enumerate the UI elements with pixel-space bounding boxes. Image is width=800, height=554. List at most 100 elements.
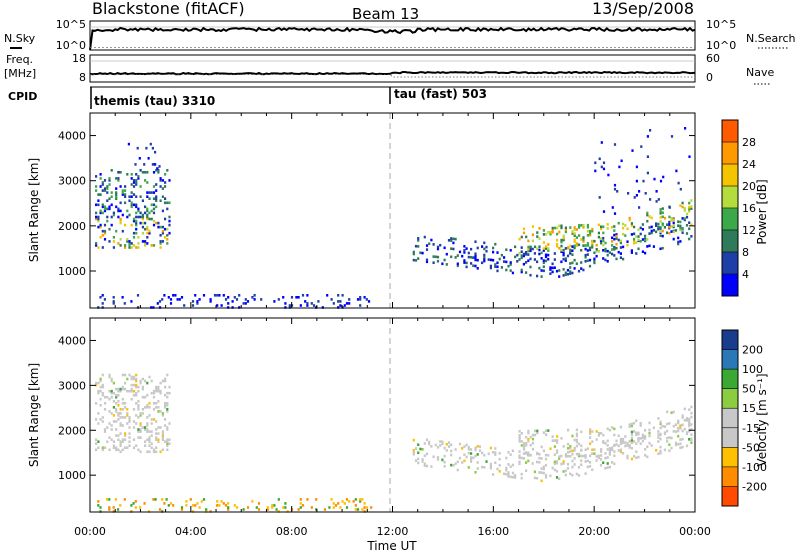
- range-gate-cell: [527, 437, 530, 441]
- range-gate-cell: [260, 298, 263, 301]
- range-gate-cell: [161, 240, 164, 243]
- range-gate-cell: [146, 424, 149, 427]
- range-gate-cell: [571, 434, 574, 438]
- range-gate-cell: [575, 432, 578, 436]
- range-gate-cell: [209, 300, 212, 303]
- range-gate-cell: [126, 446, 129, 449]
- range-gate-cell: [412, 448, 415, 452]
- range-gate-cell: [681, 217, 684, 220]
- range-gate-cell: [126, 412, 129, 415]
- colorbar-segment: [722, 486, 738, 507]
- range-gate-cell: [443, 246, 446, 250]
- range-gate-cell: [496, 261, 499, 265]
- range-gate-cell: [626, 444, 629, 447]
- range-gate-cell: [641, 250, 644, 253]
- range-gate-cell: [474, 471, 477, 474]
- range-gate-cell: [492, 250, 495, 254]
- range-gate-cell: [135, 379, 138, 383]
- range-gate-cell: [553, 252, 556, 255]
- range-gate-cell: [224, 298, 228, 301]
- range-gate-cell: [606, 249, 609, 253]
- range-gate-cell: [137, 242, 140, 245]
- range-gate-cell: [637, 439, 640, 443]
- range-gate-cell: [556, 226, 559, 230]
- range-gate-cell: [112, 406, 115, 409]
- range-gate-cell: [649, 198, 652, 201]
- nave-tick-top: 60: [706, 52, 720, 65]
- range-gate-cell: [417, 461, 420, 465]
- range-gate-cell: [202, 294, 206, 297]
- range-gate-cell: [562, 253, 565, 257]
- colorbar-segment: [722, 120, 738, 143]
- range-gate-cell: [615, 439, 618, 443]
- range-gate-cell: [668, 220, 671, 224]
- range-gate-cell: [562, 251, 565, 255]
- range-gate-cell: [97, 217, 100, 221]
- range-gate-cell: [115, 177, 118, 180]
- range-gate-cell: [597, 235, 600, 239]
- range-gate-cell: [575, 262, 578, 265]
- range-gate-cell: [164, 440, 167, 443]
- colorbar-segment: [722, 388, 738, 409]
- range-gate-cell: [641, 238, 644, 241]
- range-gate-cell: [141, 217, 144, 221]
- range-gate-cell: [146, 191, 149, 194]
- range-gate-cell: [619, 450, 622, 454]
- range-gate-cell: [352, 500, 355, 503]
- range-gate-cell: [688, 227, 691, 231]
- range-gate-cell: [137, 400, 140, 403]
- range-gate-cell: [163, 294, 166, 297]
- range-gate-cell: [619, 246, 622, 249]
- range-gate-cell: [470, 448, 473, 451]
- range-gate-cell: [103, 231, 107, 235]
- range-gate-cell: [137, 406, 140, 409]
- range-gate-cell: [425, 244, 429, 247]
- range-gate-cell: [126, 408, 129, 411]
- range-gate-cell: [652, 229, 655, 232]
- range-gate-cell: [564, 228, 567, 232]
- range-gate-cell: [672, 410, 675, 414]
- range-gate-cell: [604, 249, 607, 253]
- range-gate-cell: [167, 504, 170, 507]
- range-gate-cell: [690, 439, 693, 442]
- range-gate-cell: [159, 185, 162, 188]
- range-gate-cell: [617, 434, 620, 438]
- range-gate-cell: [467, 255, 470, 259]
- range-gate-cell: [463, 249, 466, 252]
- range-gate-cell: [101, 373, 104, 377]
- range-gate-cell: [159, 389, 162, 393]
- range-gate-cell: [146, 227, 149, 231]
- range-gate-cell: [573, 244, 576, 248]
- range-gate-cell: [602, 243, 605, 247]
- range-gate-cell: [121, 385, 124, 389]
- range-gate-cell: [345, 498, 349, 501]
- range-gate-cell: [103, 395, 107, 399]
- range-gate-cell: [637, 247, 640, 251]
- range-gate-cell: [489, 446, 492, 450]
- range-gate-cell: [108, 389, 111, 393]
- range-gate-cell: [155, 438, 158, 441]
- range-gate-cell: [141, 377, 144, 381]
- range-gate-cell: [659, 445, 662, 449]
- range-gate-cell: [218, 294, 221, 297]
- range-gate-cell: [450, 449, 453, 453]
- range-gate-cell: [155, 450, 158, 454]
- range-gate-cell: [148, 406, 151, 409]
- range-gate-cell: [507, 471, 510, 474]
- range-gate-cell: [597, 456, 600, 460]
- range-gate-cell: [489, 264, 492, 268]
- range-gate-cell: [157, 432, 160, 435]
- range-gate-cell: [494, 451, 497, 454]
- range-gate-cell: [622, 222, 625, 226]
- range-gate-cell: [101, 294, 104, 297]
- range-gate-cell: [112, 444, 115, 447]
- range-gate-cell: [560, 238, 563, 242]
- range-gate-cell: [443, 454, 446, 458]
- range-gate-cell: [119, 238, 122, 241]
- range-gate-cell: [277, 498, 280, 501]
- range-gate-cell: [103, 408, 107, 411]
- range-gate-cell: [542, 241, 545, 244]
- range-gate-cell: [514, 474, 517, 477]
- colorbar-segment: [722, 369, 738, 389]
- range-gate-cell: [103, 402, 107, 405]
